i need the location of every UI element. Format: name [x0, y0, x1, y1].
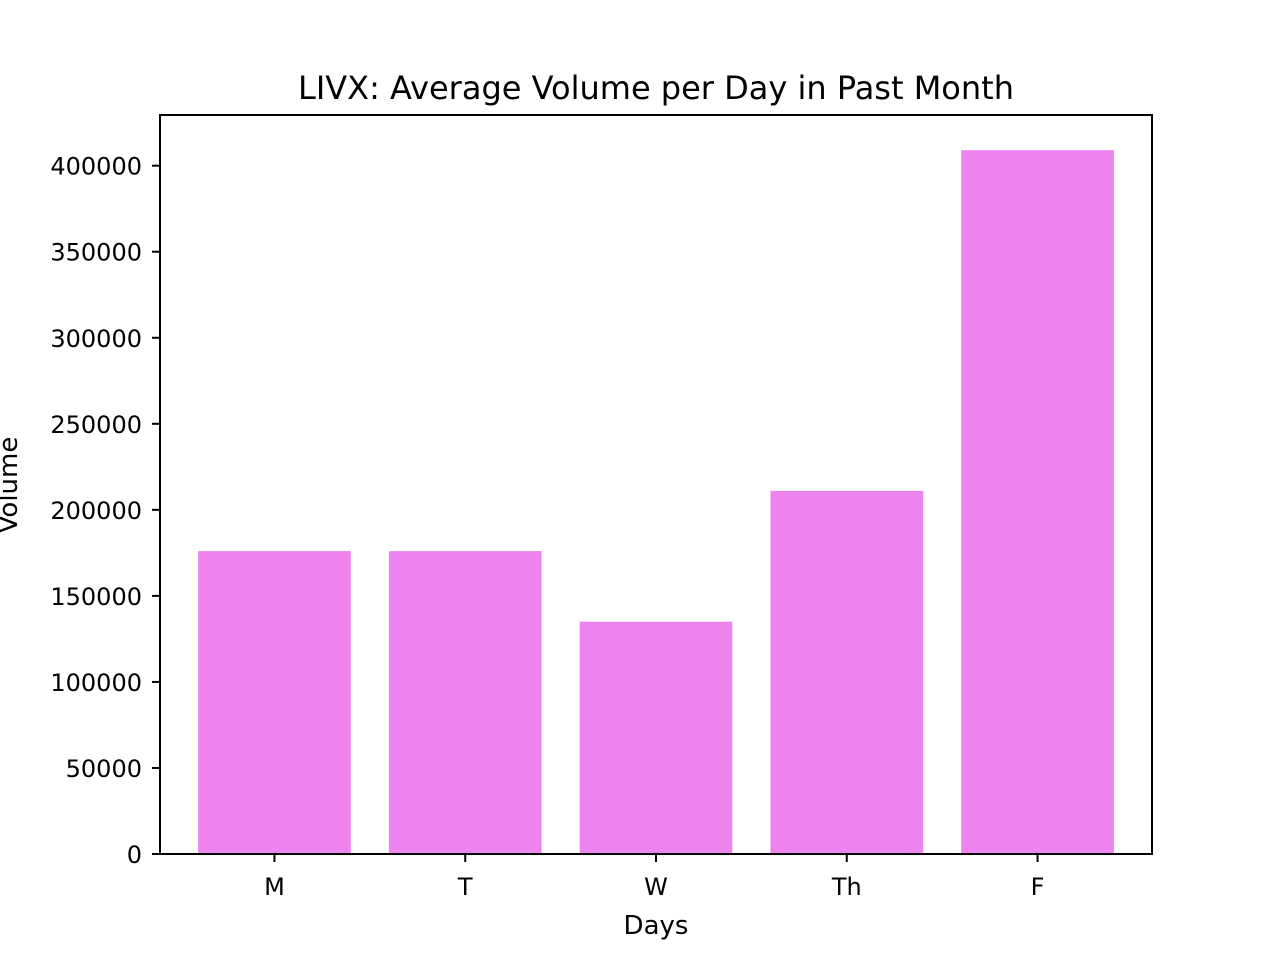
- x-tick-label: W: [644, 873, 668, 901]
- x-tick-label: M: [264, 873, 285, 901]
- y-tick-label: 350000: [50, 239, 142, 267]
- bar-f: [961, 150, 1114, 854]
- bar-t: [388, 551, 542, 854]
- y-tick-label: 0: [127, 841, 142, 869]
- x-axis-ticks: M T W Th F: [264, 854, 1044, 901]
- y-tick-label: 300000: [50, 325, 142, 353]
- y-tick-label: 50000: [66, 755, 142, 783]
- y-tick-label: 400000: [50, 153, 142, 181]
- x-axis-label: Days: [624, 911, 689, 941]
- bars-group: [198, 150, 1114, 854]
- x-tick-label: F: [1031, 873, 1045, 901]
- y-axis-label: Volume: [0, 437, 24, 534]
- y-tick-label: 150000: [50, 583, 142, 611]
- chart-title: LIVX: Average Volume per Day in Past Mon…: [298, 69, 1014, 107]
- y-tick-label: 200000: [50, 497, 142, 525]
- y-axis-ticks: 0 50000 100000 150000 200000 250000 300000 3500…: [50, 153, 160, 869]
- x-tick-label: T: [457, 873, 473, 901]
- y-tick-label: 100000: [50, 669, 142, 697]
- bar-th: [770, 490, 924, 854]
- x-tick-label: Th: [831, 873, 862, 901]
- bar-m: [198, 551, 351, 854]
- y-tick-label: 250000: [50, 411, 142, 439]
- bar-w: [579, 621, 733, 854]
- plot-frame: [159, 114, 1153, 855]
